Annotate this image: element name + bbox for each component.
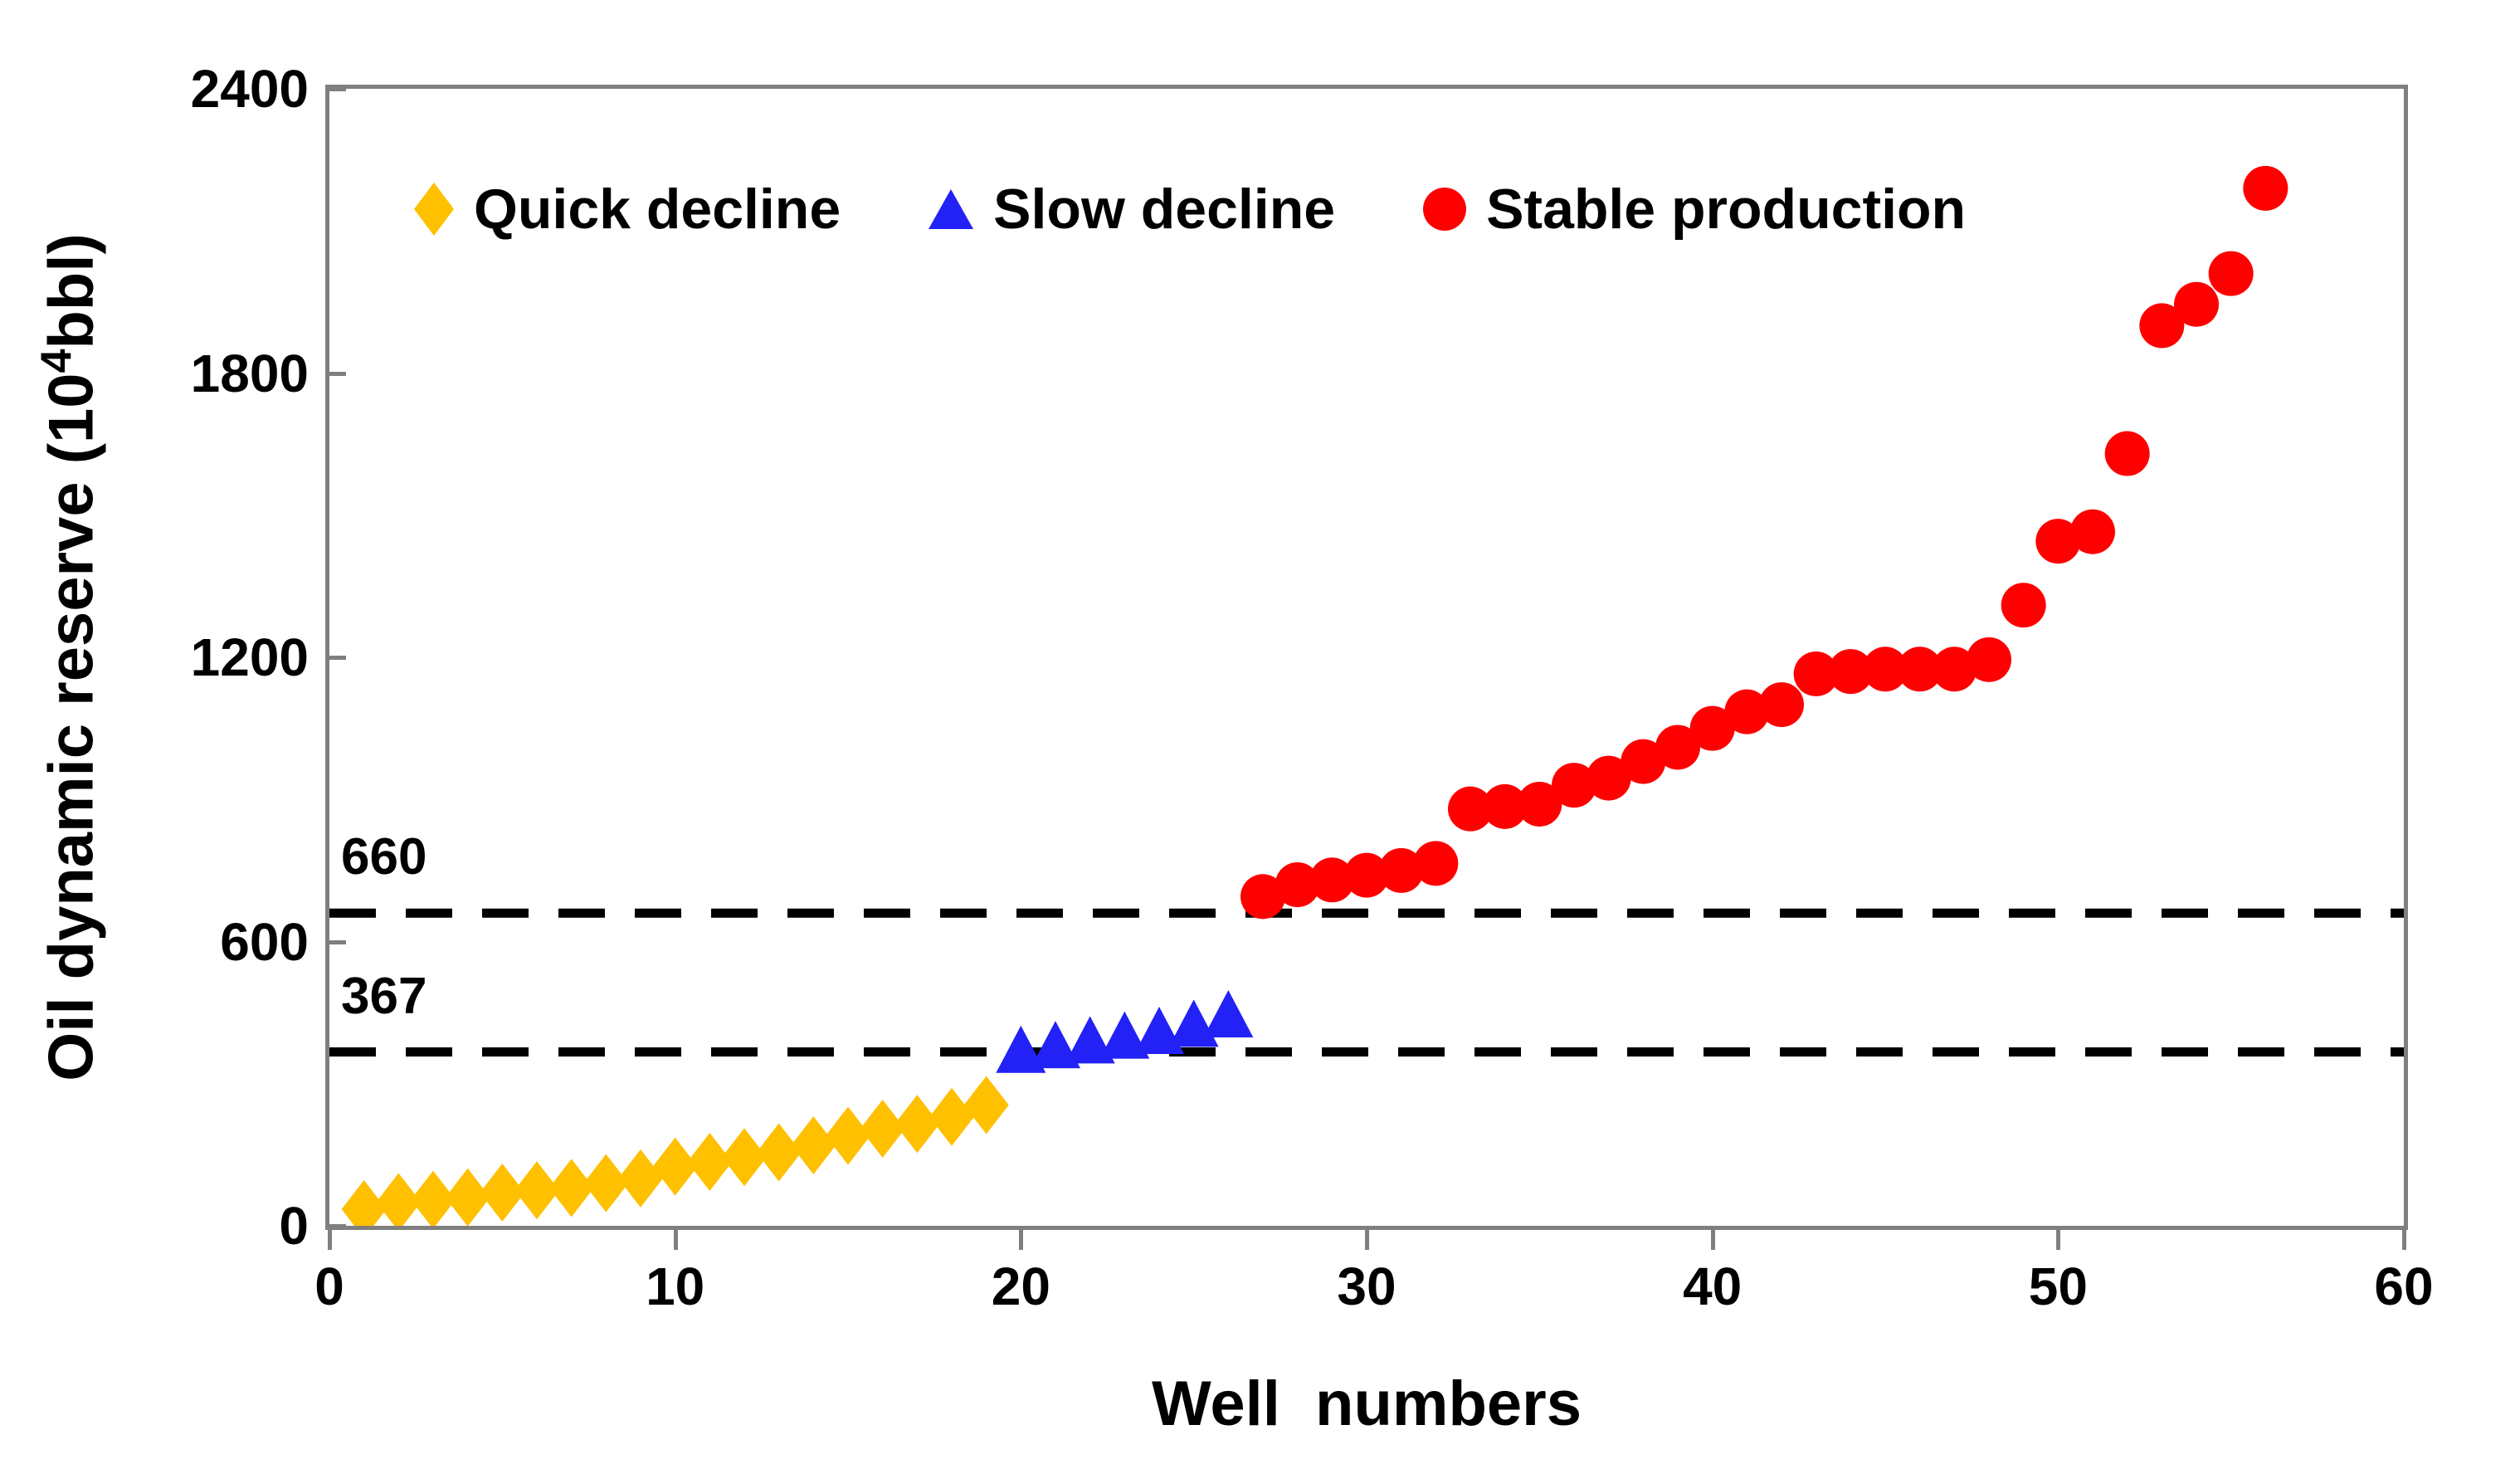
y-title-prefix: Oil dynamic reserve (10 bbox=[36, 373, 107, 1081]
diamond-data-point bbox=[756, 1123, 802, 1182]
diamond-data-point bbox=[826, 1106, 870, 1165]
triangle-data-point bbox=[1099, 1011, 1150, 1059]
triangle-data-point bbox=[1134, 1006, 1184, 1054]
circle-data-point bbox=[1586, 755, 1631, 801]
circle-data-point bbox=[1241, 874, 1285, 920]
triangle-data-point bbox=[1065, 1016, 1115, 1064]
circle-data-point bbox=[1689, 705, 1735, 751]
y-tick-mark-600 bbox=[329, 939, 346, 944]
circle-data-point bbox=[1413, 841, 1459, 886]
circle-data-point bbox=[1793, 651, 1839, 696]
legend-item-stable-production: Stable production bbox=[1421, 177, 1966, 242]
circle-data-point bbox=[1724, 689, 1770, 734]
diamond-data-point bbox=[963, 1076, 1009, 1135]
y-tick-mark-1200 bbox=[329, 656, 346, 660]
circle-data-point bbox=[1932, 647, 1977, 692]
diamond-data-point bbox=[687, 1132, 733, 1191]
circle-data-point bbox=[1275, 862, 1320, 907]
diamond-data-point bbox=[791, 1115, 836, 1174]
circle-data-point bbox=[2001, 583, 2046, 628]
triangle-data-point bbox=[1031, 1021, 1080, 1069]
circle-data-point bbox=[1759, 682, 1804, 728]
x-axis-title: Well numbers bbox=[1151, 1369, 1582, 1439]
legend: Quick decline Slow decline Stable produc… bbox=[412, 177, 1966, 242]
circle-data-point bbox=[2243, 165, 2288, 211]
threshold-label-660: 660 bbox=[341, 828, 427, 886]
x-tick-mark-60 bbox=[2402, 1230, 2406, 1250]
diamond-data-point bbox=[480, 1164, 525, 1222]
circle-data-point bbox=[1448, 786, 1493, 832]
diamond-data-point bbox=[548, 1159, 594, 1218]
legend-label-quick-decline: Quick decline bbox=[474, 178, 841, 241]
x-tick-label-50: 50 bbox=[2028, 1257, 2088, 1316]
circle-data-point bbox=[1309, 857, 1355, 903]
y-tick-label-2400: 2400 bbox=[190, 59, 309, 119]
y-tick-label-600: 600 bbox=[220, 911, 309, 972]
circle-data-point bbox=[1655, 725, 1700, 770]
circle-data-point bbox=[2174, 281, 2219, 327]
x-tick-label-20: 20 bbox=[991, 1257, 1050, 1316]
circle-data-point bbox=[1863, 647, 1908, 692]
diamond-data-point bbox=[341, 1180, 387, 1226]
circle-data-point bbox=[2104, 431, 2150, 476]
triangle-data-point bbox=[1203, 989, 1254, 1037]
diamond-data-point bbox=[445, 1168, 490, 1226]
legend-item-quick-decline: Quick decline bbox=[412, 177, 841, 242]
circle-data-point bbox=[1344, 852, 1389, 898]
x-tick-label-30: 30 bbox=[1337, 1257, 1396, 1316]
y-tick-label-1200: 1200 bbox=[190, 627, 309, 687]
x-tick-label-40: 40 bbox=[1683, 1257, 1743, 1316]
stable-production-circle-icon bbox=[1423, 188, 1467, 231]
circle-data-point bbox=[1378, 847, 1424, 893]
x-tick-label-10: 10 bbox=[646, 1257, 705, 1316]
x-tick-label-60: 60 bbox=[2374, 1257, 2434, 1316]
diamond-data-point bbox=[860, 1099, 905, 1158]
plot-area: 660 367 Quick decline Slow decline Stabl… bbox=[325, 85, 2408, 1230]
circle-data-point bbox=[1482, 783, 1528, 829]
diamond-data-point bbox=[411, 1170, 456, 1226]
y-tick-label-1800: 1800 bbox=[190, 343, 309, 403]
quick-decline-diamond-icon bbox=[414, 183, 454, 236]
circle-data-point bbox=[2208, 251, 2254, 296]
x-tick-mark-50 bbox=[2056, 1230, 2061, 1250]
triangle-data-point bbox=[996, 1025, 1046, 1073]
x-tick-mark-0 bbox=[328, 1230, 332, 1250]
y-title-suffix: bbl) bbox=[36, 233, 107, 349]
circle-data-point bbox=[2139, 303, 2185, 349]
legend-item-slow-decline: Slow decline bbox=[927, 177, 1335, 242]
circle-data-point bbox=[1517, 781, 1562, 827]
x-tick-mark-40 bbox=[1710, 1230, 1715, 1250]
diamond-data-point bbox=[894, 1095, 940, 1154]
x-tick-mark-20 bbox=[1019, 1230, 1024, 1250]
x-tick-mark-30 bbox=[1365, 1230, 1369, 1250]
diamond-data-point bbox=[376, 1173, 422, 1226]
plot-canvas bbox=[329, 165, 2404, 1226]
circle-data-point bbox=[2035, 519, 2081, 564]
circle-data-point bbox=[1552, 763, 1596, 808]
circle-data-point bbox=[1897, 647, 1942, 692]
y-tick-label-0: 0 bbox=[279, 1196, 309, 1256]
diamond-data-point bbox=[652, 1137, 698, 1196]
diamond-data-point bbox=[929, 1087, 974, 1146]
circle-data-point bbox=[1621, 739, 1666, 784]
circle-data-point bbox=[1828, 649, 1874, 695]
legend-label-stable-production: Stable production bbox=[1486, 178, 1967, 241]
x-tick-label-0: 0 bbox=[314, 1257, 344, 1316]
slow-decline-triangle-icon bbox=[929, 189, 974, 229]
diamond-data-point bbox=[722, 1128, 767, 1187]
x-tick-mark-10 bbox=[673, 1230, 678, 1250]
diamond-data-point bbox=[583, 1154, 629, 1213]
circle-data-point bbox=[1967, 637, 2011, 682]
y-tick-mark-1800 bbox=[329, 371, 346, 376]
y-tick-mark-0 bbox=[329, 1224, 346, 1228]
y-tick-mark-2400 bbox=[329, 87, 346, 91]
diamond-data-point bbox=[618, 1149, 663, 1208]
threshold-label-367: 367 bbox=[341, 967, 427, 1025]
legend-label-slow-decline: Slow decline bbox=[993, 178, 1336, 241]
diamond-data-point bbox=[514, 1161, 559, 1220]
circle-data-point bbox=[2070, 509, 2115, 554]
